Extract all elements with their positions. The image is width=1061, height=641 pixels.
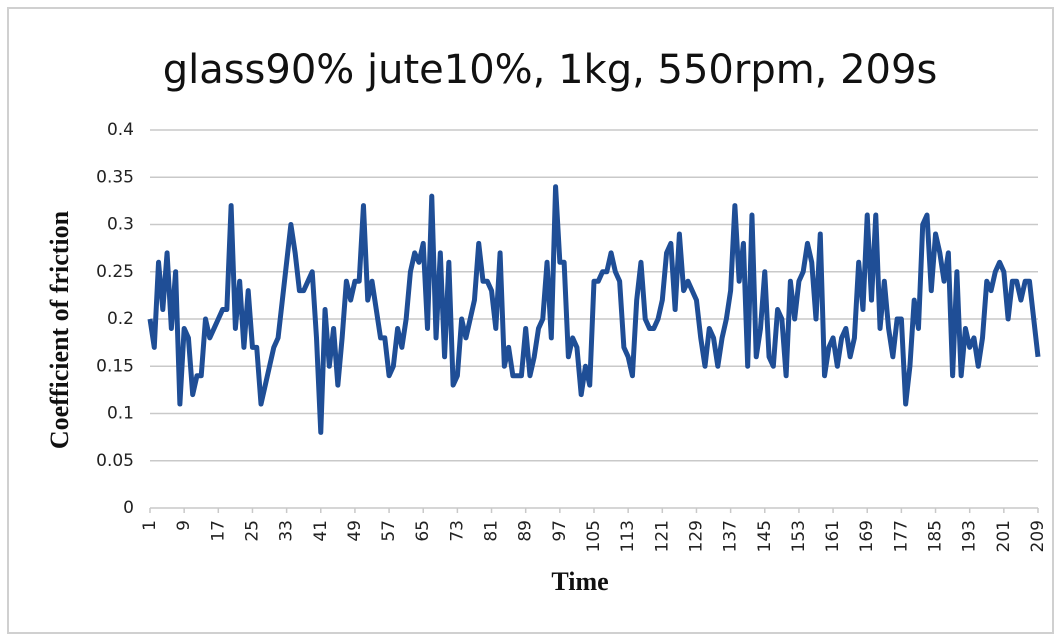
x-tick-label: 57 (379, 520, 399, 542)
x-tick-label: 161 (823, 520, 843, 552)
y-tick-label: 0.25 (96, 262, 134, 282)
x-tick-label: 9 (174, 520, 194, 531)
y-tick-label: 0.05 (96, 451, 134, 471)
y-tick-label: 0.35 (96, 167, 134, 187)
y-tick-label: 0.2 (107, 309, 134, 329)
x-tick-label: 177 (891, 520, 911, 552)
x-tick-label: 169 (857, 520, 877, 552)
y-tick-label: 0.15 (96, 356, 134, 376)
x-tick-label: 209 (1028, 520, 1048, 552)
x-tick-label: 65 (413, 520, 433, 542)
x-tick-label: 97 (550, 520, 570, 542)
x-tick-label: 41 (311, 520, 331, 542)
x-tick-label: 81 (482, 520, 502, 542)
x-tick-label: 121 (652, 520, 672, 552)
x-tick-label: 73 (447, 520, 467, 542)
x-tick-label: 153 (789, 520, 809, 552)
x-tick-label: 49 (345, 520, 365, 542)
y-tick-label: 0.1 (107, 404, 134, 424)
x-tick-label: 185 (926, 520, 946, 552)
x-axis-title: Time (551, 567, 608, 596)
data-line (147, 184, 1041, 435)
x-tick-label: 17 (208, 520, 228, 542)
x-tick-label: 105 (584, 520, 604, 552)
x-tick-label: 33 (277, 520, 297, 542)
x-tick-label: 145 (755, 520, 775, 552)
chart-title: glass90% jute10%, 1kg, 550rpm, 209s (163, 47, 938, 93)
y-tick-label: 0.4 (107, 120, 134, 140)
x-tick-label: 201 (994, 520, 1014, 552)
y-tick-label: 0.3 (107, 215, 134, 235)
x-tick-label: 1 (140, 520, 160, 531)
x-tick-label: 25 (242, 520, 262, 542)
y-tick-label: 0 (123, 498, 134, 518)
x-tick-label: 193 (960, 520, 980, 552)
x-tick-label: 137 (721, 520, 741, 552)
x-tick-label: 129 (686, 520, 706, 552)
x-tick-label: 89 (516, 520, 536, 542)
y-axis-title: Coefficient of friction (45, 210, 74, 449)
x-tick-label: 113 (618, 520, 638, 552)
